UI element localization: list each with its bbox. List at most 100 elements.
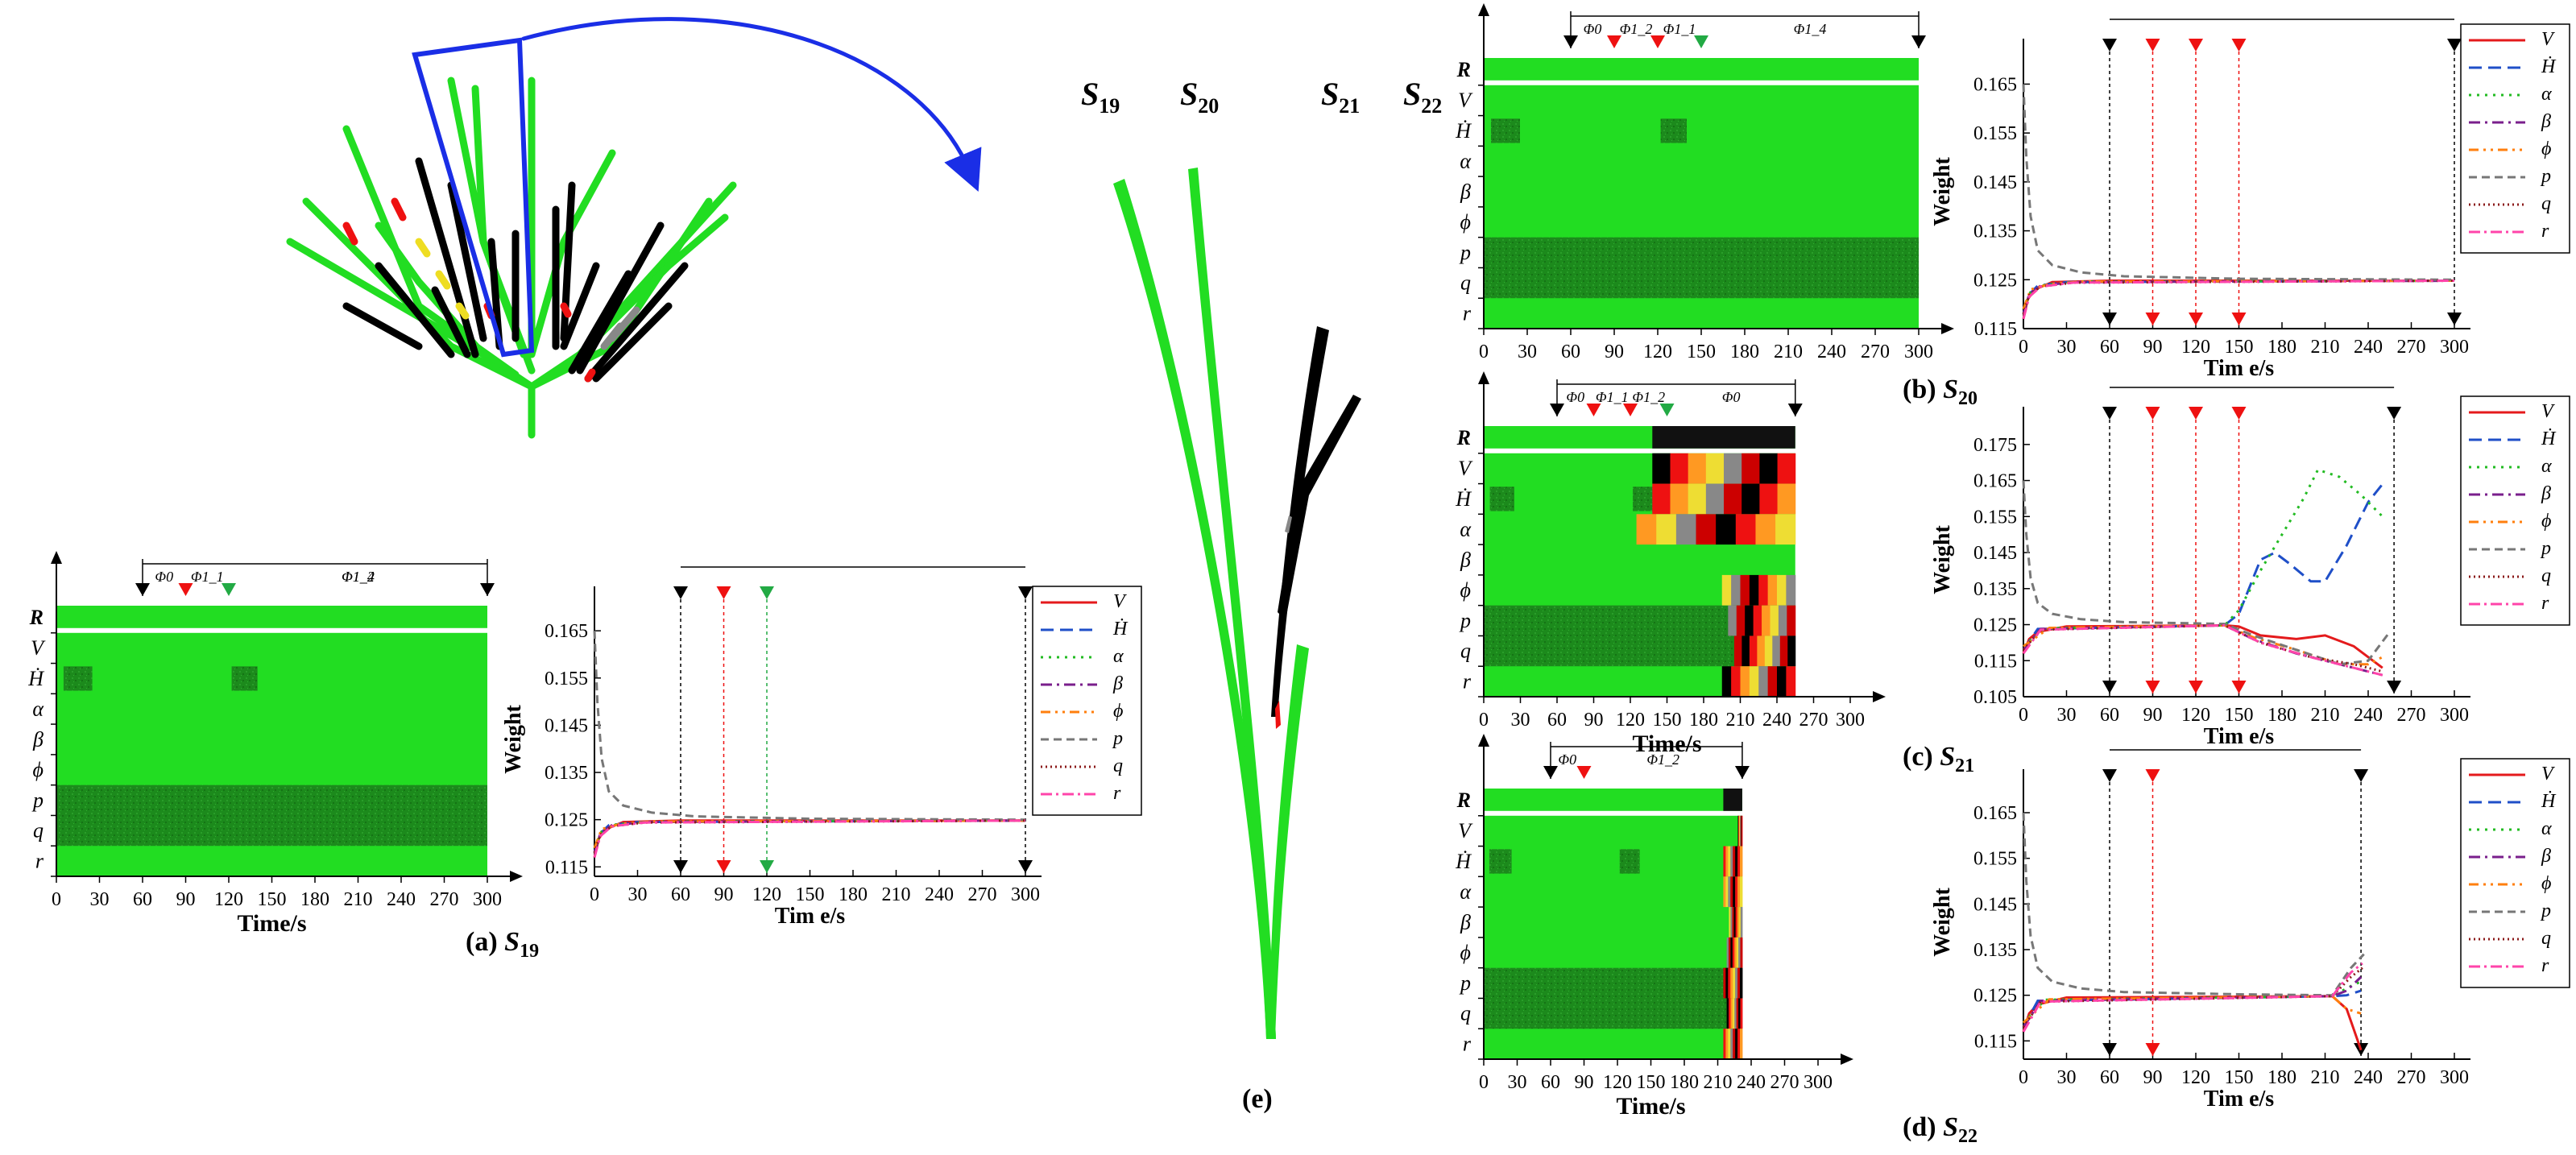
heatmap-anomaly-cell [1770,605,1779,636]
heatmap-cell-R [1484,58,1919,81]
x-tick-label: 300 [1011,884,1040,905]
caption-b: (b) S20 [1903,375,1978,409]
row-label: r [1463,669,1472,693]
row-label: p [1459,971,1471,995]
heatmap-anomaly-cell [1705,453,1725,484]
row-label: V [31,636,46,660]
x-tick-label: 270 [1799,710,1828,731]
y-tick-label: 0.165 [545,621,588,642]
heatmap-anomaly-cell [1758,574,1769,606]
heatmap-anomaly-cell [1728,876,1731,908]
x-tick-label: 150 [2225,337,2254,358]
branch-diagram: S19 S20 S21 S22 [1081,76,1442,1039]
heatmap-patch [1489,486,1514,511]
heatmap-anomaly-cell [1636,514,1657,545]
y-tick-label: 0.165 [1973,74,2017,95]
legend-label: α [2541,456,2552,477]
event-marker [222,583,236,596]
x-tick-label: 300 [2440,1067,2469,1088]
caption-c: (c) S21 [1903,742,1974,776]
heatmap-anomaly-cell [1735,967,1738,999]
event-vline-arrow [2189,313,2203,325]
x-tick-label: 90 [714,884,734,905]
legend-label: α [2541,84,2552,105]
legend-label: p [2540,166,2551,187]
event-top-arrow [2102,407,2117,420]
x-tick-label: 60 [2100,337,2119,358]
event-vline-arrow [2387,681,2402,693]
heatmap-anomaly-cell [1749,666,1759,697]
x-tick-label: 270 [2397,337,2426,358]
heatmap-anomaly-cell [1736,998,1739,1029]
x-tick-label: 90 [1575,1072,1594,1093]
heatmap-dark-band [1484,967,1742,1029]
line-chart: 0 30 60 90 120 150 180 210 240 270 300 0.115 0.125 0.… [1930,19,2570,381]
row-label: α [32,698,44,721]
x-tick-label: 60 [671,884,690,905]
legend-box [2460,23,2570,254]
x-tick-label: 150 [258,889,287,910]
x-tick-label: 120 [752,884,781,905]
heatmap-anomaly-cell [1777,483,1796,515]
legend-label: r [2541,955,2549,976]
x-tick-label: 30 [2057,1067,2077,1088]
x-tick-label: 300 [1804,1072,1833,1093]
x-tick-label: 60 [1541,1072,1560,1093]
legend-label: V [2541,401,2555,422]
x-tick-label: 150 [2225,1067,2254,1088]
row-label: q [33,819,43,842]
heatmap-anomaly-cell [1736,605,1746,636]
x-tick-label: 300 [2440,337,2469,358]
row-label: β [1460,910,1471,934]
event-marker [1607,35,1621,48]
branch-label: S21 [1321,76,1360,118]
y-tick-label: 0.145 [1973,543,2017,564]
series-line-β [2022,623,2383,677]
event-top-arrow [2102,39,2117,52]
heatmap-anomaly-cell [1734,937,1737,968]
x-tick-label: 210 [2311,1067,2340,1088]
event-top-arrow [2102,769,2117,782]
event-vline-arrow [2145,681,2160,693]
x-tick-label: 0 [590,884,599,905]
heatmap-anomaly-cell [1740,666,1750,697]
row-label: R [1456,58,1471,81]
heatmap-anomaly-cell [1738,907,1741,938]
series-line-r [2022,279,2455,320]
row-label: Ḣ [1455,119,1472,143]
x-tick-label: 0 [1479,342,1489,362]
row-label: V [1458,819,1473,842]
x-tick-label: 150 [1653,710,1682,731]
x-tick-label: 30 [628,884,648,905]
heatmap-anomaly-cell [1728,1029,1731,1059]
heatmap-anomaly-cell [1730,1029,1733,1059]
heatmap-anomaly-cell [1738,998,1741,1029]
heatmap-anomaly-cell [1755,514,1776,545]
heatmap-anomaly-cell [1737,907,1740,938]
heatmap-anomaly-cell [1721,574,1732,606]
heatmap-anomaly-cell [1726,998,1729,1029]
x-tick-label: 0 [1479,710,1489,731]
row-label: R [29,606,43,629]
heatmap-anomaly-cell [1735,846,1738,877]
heatmap-anomaly-cell [1726,937,1729,968]
legend-label: V [2541,764,2555,784]
x-tick-label: 270 [2397,1067,2426,1088]
legend-label: Ḣ [1112,619,1129,640]
y-tick-label: 0.125 [1973,615,2017,636]
heatmap-anomaly-cell [1730,876,1733,908]
phase-label: Φ1_2 [1620,21,1653,37]
x-tick-label: 60 [2100,705,2119,726]
row-label: Ḣ [1455,487,1472,511]
heatmap-anomaly-cell [1730,998,1733,1029]
branch-label: S19 [1081,76,1120,118]
heatmap-anomaly-cell [1740,937,1743,968]
plot-area [2023,423,2454,697]
heatmap-patch [1660,118,1687,143]
heatmap-anomaly-cell [1777,666,1787,697]
event-marker [1659,404,1675,416]
heatmap-anomaly-cell [1753,605,1762,636]
heatmap-anomaly-cell [1779,635,1788,667]
